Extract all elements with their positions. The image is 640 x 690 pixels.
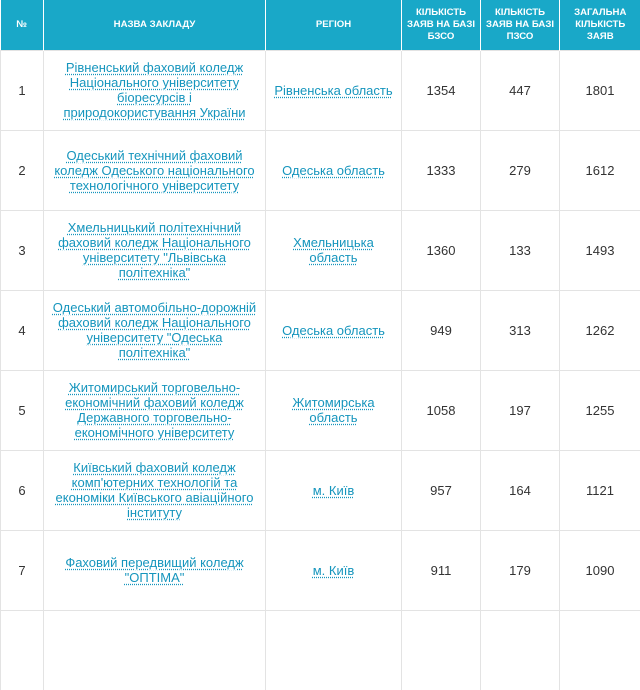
total-count: 1801 (560, 50, 640, 130)
college-name-link[interactable]: Одеський технічний фаховий коледж Одеськ… (54, 148, 254, 193)
cut-off-cell (481, 610, 560, 690)
pzso-count: 447 (481, 50, 560, 130)
table-row: 1 Рівненський фаховий коледж Національно… (1, 50, 640, 130)
header-num: № (1, 0, 44, 50)
region-cell: Житомирська область (266, 370, 402, 450)
row-number: 4 (1, 290, 44, 370)
bzso-count: 1360 (402, 210, 481, 290)
region-link[interactable]: м. Київ (313, 563, 355, 578)
bzso-count: 1058 (402, 370, 481, 450)
table-row: 7 Фаховий передвищий коледж "ОПТІМА" м. … (1, 530, 640, 610)
region-cell: Хмельницька область (266, 210, 402, 290)
college-name-cell: Одеський автомобільно-дорожній фаховий к… (44, 290, 266, 370)
college-name-link[interactable]: Київський фаховий коледж комп'ютерних те… (56, 460, 254, 520)
college-name-link[interactable]: Хмельницький політехнічний фаховий колед… (58, 220, 251, 280)
bzso-count: 1333 (402, 130, 481, 210)
region-link[interactable]: м. Київ (313, 483, 355, 498)
region-cell: Одеська область (266, 290, 402, 370)
bzso-count: 957 (402, 450, 481, 530)
college-name-cell: Хмельницький політехнічний фаховий колед… (44, 210, 266, 290)
total-count: 1493 (560, 210, 640, 290)
pzso-count: 313 (481, 290, 560, 370)
region-link[interactable]: Хмельницька область (293, 235, 374, 265)
region-cell: м. Київ (266, 530, 402, 610)
header-region: РЕГІОН (266, 0, 402, 50)
total-count: 1121 (560, 450, 640, 530)
table-row: 4 Одеський автомобільно-дорожній фаховий… (1, 290, 640, 370)
header-pzso: КІЛЬКІСТЬ ЗАЯВ НА БАЗІ ПЗСО (481, 0, 560, 50)
row-number: 5 (1, 370, 44, 450)
college-name-cell: Київський фаховий коледж комп'ютерних те… (44, 450, 266, 530)
header-name: НАЗВА ЗАКЛАДУ (44, 0, 266, 50)
pzso-count: 279 (481, 130, 560, 210)
region-cell: м. Київ (266, 450, 402, 530)
pzso-count: 179 (481, 530, 560, 610)
table-row-partial (1, 610, 640, 690)
cut-off-cell (560, 610, 640, 690)
row-number: 6 (1, 450, 44, 530)
college-name-cell: Фаховий передвищий коледж "ОПТІМА" (44, 530, 266, 610)
total-count: 1612 (560, 130, 640, 210)
region-cell: Одеська область (266, 130, 402, 210)
bzso-count: 1354 (402, 50, 481, 130)
table-row: 2 Одеський технічний фаховий коледж Одес… (1, 130, 640, 210)
college-name-link[interactable]: Фаховий передвищий коледж "ОПТІМА" (65, 555, 243, 585)
region-link[interactable]: Житомирська область (292, 395, 374, 425)
total-count: 1255 (560, 370, 640, 450)
header-bzso: КІЛЬКІСТЬ ЗАЯВ НА БАЗІ БЗСО (402, 0, 481, 50)
cut-off-cell (266, 610, 402, 690)
row-number: 7 (1, 530, 44, 610)
header-total: ЗАГАЛЬНА КІЛЬКІСТЬ ЗАЯВ (560, 0, 640, 50)
pzso-count: 133 (481, 210, 560, 290)
row-number: 2 (1, 130, 44, 210)
total-count: 1262 (560, 290, 640, 370)
row-number: 3 (1, 210, 44, 290)
region-link[interactable]: Рівненська область (274, 83, 392, 98)
pzso-count: 164 (481, 450, 560, 530)
table-row: 5 Житомирський торговельно-економічний ф… (1, 370, 640, 450)
region-link[interactable]: Одеська область (282, 323, 385, 338)
pzso-count: 197 (481, 370, 560, 450)
college-name-link[interactable]: Рівненський фаховий коледж Національного… (63, 60, 245, 120)
college-name-cell: Одеський технічний фаховий коледж Одеськ… (44, 130, 266, 210)
header-row: № НАЗВА ЗАКЛАДУ РЕГІОН КІЛЬКІСТЬ ЗАЯВ НА… (1, 0, 640, 50)
college-name-link[interactable]: Одеський автомобільно-дорожній фаховий к… (53, 300, 256, 360)
cut-off-cell (1, 610, 44, 690)
region-link[interactable]: Одеська область (282, 163, 385, 178)
college-name-link[interactable]: Житомирський торговельно-економічний фах… (65, 380, 244, 440)
bzso-count: 911 (402, 530, 481, 610)
cut-off-cell (44, 610, 266, 690)
region-cell: Рівненська область (266, 50, 402, 130)
bzso-count: 949 (402, 290, 481, 370)
college-name-cell: Рівненський фаховий коледж Національного… (44, 50, 266, 130)
total-count: 1090 (560, 530, 640, 610)
cut-off-cell (402, 610, 481, 690)
college-name-cell: Житомирський торговельно-економічний фах… (44, 370, 266, 450)
table-row: 3 Хмельницький політехнічний фаховий кол… (1, 210, 640, 290)
table-row: 6 Київський фаховий коледж комп'ютерних … (1, 450, 640, 530)
row-number: 1 (1, 50, 44, 130)
